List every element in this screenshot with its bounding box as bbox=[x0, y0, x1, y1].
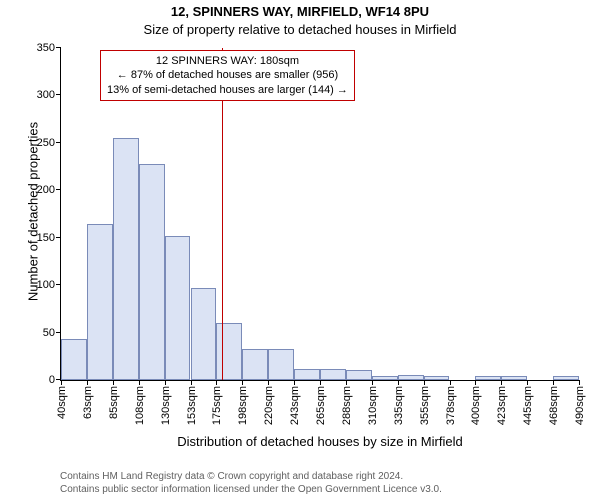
xtick-label: 108sqm bbox=[132, 380, 146, 425]
ytick-mark bbox=[56, 189, 61, 190]
footer-line1: Contains HM Land Registry data © Crown c… bbox=[60, 470, 442, 483]
ytick-label: 50 bbox=[43, 327, 61, 339]
xtick-label: 468sqm bbox=[546, 380, 560, 425]
ytick-mark bbox=[56, 237, 61, 238]
xtick-label: 288sqm bbox=[339, 380, 353, 425]
histogram-bar bbox=[268, 349, 294, 380]
xtick-label: 355sqm bbox=[417, 380, 431, 425]
xtick-label: 198sqm bbox=[235, 380, 249, 425]
xtick-label: 423sqm bbox=[494, 380, 508, 425]
annotation-line: 12 SPINNERS WAY: 180sqm bbox=[107, 54, 348, 68]
histogram-bar bbox=[113, 138, 139, 380]
ytick-mark bbox=[56, 142, 61, 143]
xtick-label: 335sqm bbox=[391, 380, 405, 425]
annotation-line: 13% of semi-detached houses are larger (… bbox=[107, 83, 348, 97]
histogram-bar bbox=[165, 236, 191, 380]
xtick-label: 265sqm bbox=[313, 380, 327, 425]
histogram-bar bbox=[139, 164, 165, 380]
ytick-mark bbox=[56, 332, 61, 333]
histogram-bar bbox=[320, 369, 346, 380]
xtick-label: 310sqm bbox=[365, 380, 379, 425]
x-axis-label: Distribution of detached houses by size … bbox=[61, 434, 579, 449]
annotation-box: 12 SPINNERS WAY: 180sqm← 87% of detached… bbox=[100, 50, 355, 101]
xtick-label: 40sqm bbox=[54, 380, 68, 419]
xtick-label: 85sqm bbox=[106, 380, 120, 419]
xtick-label: 220sqm bbox=[261, 380, 275, 425]
y-axis-label: Number of detached properties bbox=[26, 46, 41, 378]
xtick-label: 63sqm bbox=[80, 380, 94, 419]
footer: Contains HM Land Registry data © Crown c… bbox=[60, 470, 442, 496]
histogram-bar bbox=[61, 339, 87, 380]
ytick-mark bbox=[56, 94, 61, 95]
histogram-bar bbox=[87, 224, 113, 381]
title-main: 12, SPINNERS WAY, MIRFIELD, WF14 8PU bbox=[0, 4, 600, 19]
histogram-bar bbox=[346, 370, 372, 380]
histogram-bar bbox=[242, 349, 268, 380]
ytick-mark bbox=[56, 284, 61, 285]
histogram-bar bbox=[191, 288, 217, 380]
xtick-label: 445sqm bbox=[520, 380, 534, 425]
xtick-label: 400sqm bbox=[468, 380, 482, 425]
histogram-bar bbox=[294, 369, 320, 380]
histogram-bar bbox=[216, 323, 242, 380]
xtick-label: 130sqm bbox=[158, 380, 172, 425]
annotation-line: ← 87% of detached houses are smaller (95… bbox=[107, 68, 348, 82]
xtick-label: 175sqm bbox=[209, 380, 223, 425]
xtick-label: 490sqm bbox=[572, 380, 586, 425]
ytick-mark bbox=[56, 47, 61, 48]
xtick-label: 243sqm bbox=[287, 380, 301, 425]
xtick-label: 153sqm bbox=[184, 380, 198, 425]
xtick-label: 378sqm bbox=[443, 380, 457, 425]
title-sub: Size of property relative to detached ho… bbox=[0, 22, 600, 37]
footer-line2: Contains public sector information licen… bbox=[60, 483, 442, 496]
